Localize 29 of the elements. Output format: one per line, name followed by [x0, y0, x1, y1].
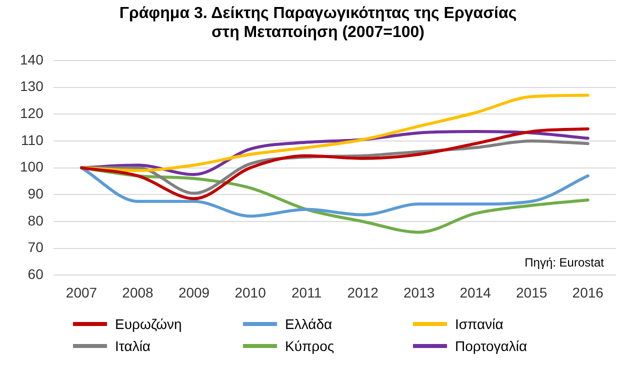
x-tick-label: 2007 — [66, 284, 98, 300]
x-tick-label: 2013 — [403, 284, 435, 300]
y-tick-label: 90 — [28, 186, 44, 202]
y-tick-label: 140 — [20, 51, 44, 68]
y-tick-label: 130 — [20, 78, 44, 94]
y-tick-label: 60 — [28, 266, 44, 282]
x-tick-label: 2014 — [460, 284, 492, 300]
x-tick-label: 2010 — [234, 284, 266, 300]
y-tick-label: 100 — [20, 158, 44, 175]
x-tick-label: 2011 — [291, 284, 322, 300]
annotation: Πηγή: Eurostat — [524, 256, 605, 270]
x-tick-label: 2008 — [122, 284, 154, 300]
legend-label: Ελλάδα — [285, 316, 332, 332]
legend-label: Πορτογαλία — [455, 338, 528, 354]
legend-label: Ιταλία — [115, 338, 151, 354]
legend-label: Ευρωζώνη — [115, 316, 182, 332]
y-tick-label: 80 — [28, 212, 44, 228]
x-tick-label: 2009 — [178, 284, 210, 300]
x-tick-label: 2015 — [516, 284, 548, 300]
y-tick-label: 110 — [21, 132, 44, 148]
line-series — [80, 127, 590, 200]
x-tick-label: 2012 — [347, 284, 379, 300]
legend-label: Ισπανία — [455, 316, 504, 332]
line-series — [80, 94, 590, 172]
y-tick-label: 120 — [20, 104, 44, 121]
y-tick-label: 70 — [28, 239, 44, 256]
chart-title: Γράφημα 3. Δείκτης Παραγωγικότητας της Εργασίας στη Μεταποίηση (2007=100) — [118, 4, 518, 42]
x-tick-label: 2016 — [572, 284, 604, 300]
legend-label: Κύπρος — [285, 338, 334, 354]
